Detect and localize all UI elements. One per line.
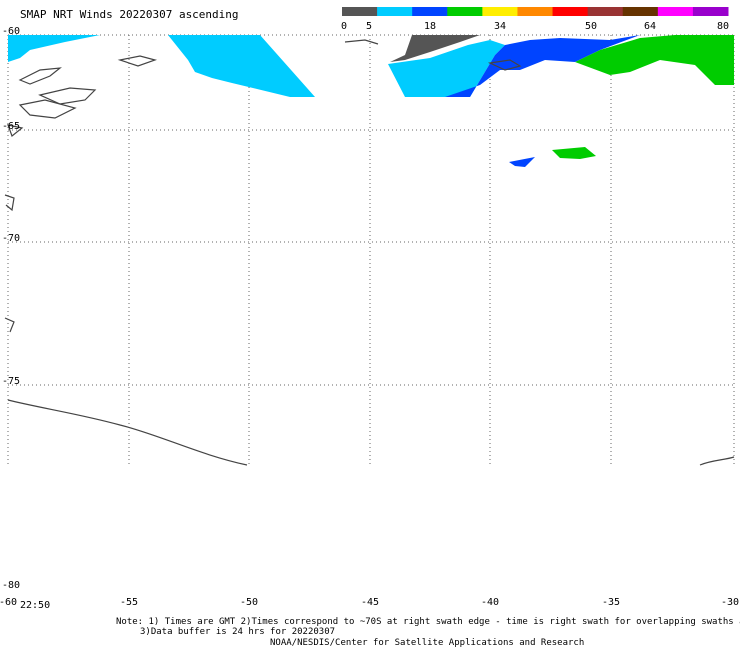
- colorbar-segment: [552, 7, 589, 16]
- longitude-label: -50: [240, 597, 258, 608]
- swath-left-lightblue: [8, 35, 100, 62]
- longitude-label: -35: [602, 597, 620, 608]
- colorbar-segment: [657, 7, 694, 16]
- coastlines: [4, 39, 735, 466]
- colorbar-segment: [587, 7, 624, 16]
- swath-right-blue: [445, 35, 640, 97]
- swath-right-lightblue: [388, 40, 505, 97]
- longitude-label: -55: [120, 597, 138, 608]
- colorbar-segment: [692, 7, 729, 16]
- colorbar-label: 80: [717, 21, 729, 32]
- note-line-1: Note: 1) Times are GMT 2)Times correspon…: [116, 617, 740, 627]
- colorbar-segment: [622, 7, 659, 16]
- colorbar-segment: [342, 7, 378, 16]
- patch-blue: [509, 157, 535, 167]
- wind-swaths: [8, 35, 734, 167]
- longitude-label: -30: [721, 597, 739, 608]
- longitude-label: -60: [0, 597, 17, 608]
- note-line-2: 3)Data buffer is 24 hrs for 20220307: [140, 627, 336, 637]
- time-label: 22:50: [20, 600, 51, 611]
- latitude-label: -65: [2, 121, 20, 132]
- patch-green: [552, 147, 596, 159]
- longitude-label: -40: [481, 597, 499, 608]
- colorbar-label: 18: [424, 21, 436, 32]
- swath-right-gray: [390, 35, 480, 62]
- latitude-labels: -60 -65 -70 -75 -80: [2, 26, 20, 591]
- colorbar: 0 5 18 34 50 64 80: [341, 7, 729, 32]
- colorbar-label: 34: [494, 21, 506, 32]
- colorbar-segment: [412, 7, 448, 16]
- latitude-label: -80: [2, 580, 20, 591]
- swath-top-lightblue: [168, 35, 315, 97]
- colorbar-segment: [517, 7, 554, 16]
- latitude-label: -70: [2, 233, 20, 244]
- swath-right-green: [575, 35, 734, 85]
- colorbar-label: 50: [585, 21, 597, 32]
- colorbar-label: 0: [341, 21, 347, 32]
- longitude-labels: -60 -55 -50 -45 -40 -35 -30: [0, 597, 739, 608]
- map-title: SMAP NRT Winds 20220307 ascending: [20, 8, 239, 21]
- colorbar-label: 5: [366, 21, 372, 32]
- colorbar-segment: [447, 7, 483, 16]
- latitude-label: -60: [2, 26, 20, 37]
- colorbar-segment: [377, 7, 413, 16]
- longitude-label: -45: [361, 597, 379, 608]
- note-line-3: NOAA/NESDIS/Center for Satellite Applica…: [270, 638, 585, 648]
- colorbar-label: 64: [644, 21, 656, 32]
- latitude-label: -75: [2, 376, 20, 387]
- grid-lines: [7, 34, 735, 465]
- colorbar-segment: [482, 7, 518, 16]
